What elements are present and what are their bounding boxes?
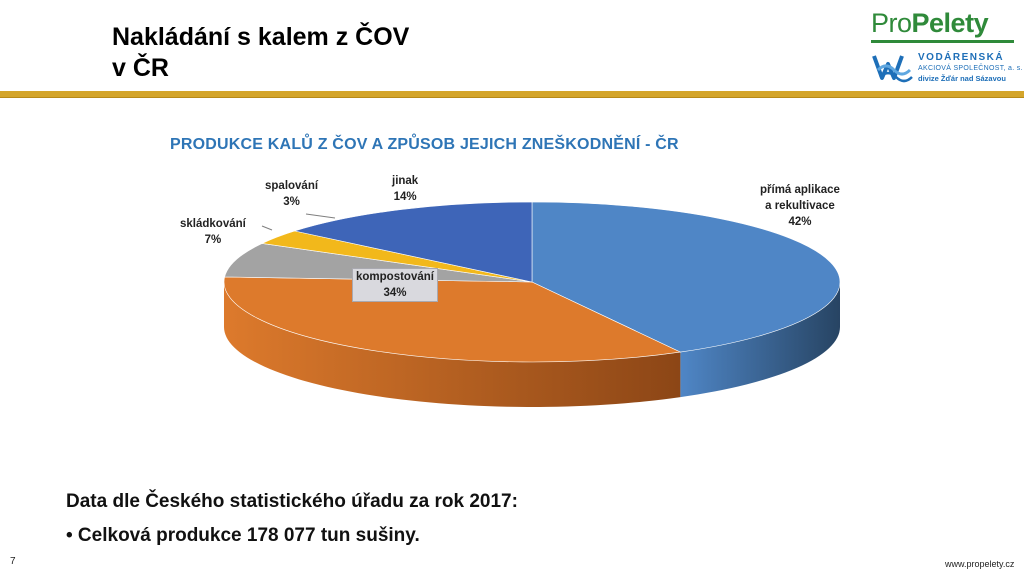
vodarenska-wave-icon: [872, 55, 913, 83]
vodarenska-logo: VODÁRENSKÁ AKCIOVÁ SPOLEČNOST, a. s. div…: [872, 50, 1023, 86]
slice-label-1: kompostování 34%: [352, 268, 438, 302]
vodarenska-name: VODÁRENSKÁ: [918, 52, 1005, 63]
slice-label-name: spalování: [265, 180, 319, 192]
propelety-logo-underline: [871, 40, 1014, 43]
leader-line-2: [261, 225, 273, 231]
page-number: 7: [10, 556, 16, 567]
slice-label-name: jinak: [392, 175, 419, 187]
slide-title-line-1: Nakládání s kalem z ČOV: [112, 23, 410, 51]
header-divider: [0, 91, 1024, 98]
source-note: Data dle Českého statistického úřadu za …: [66, 491, 518, 512]
footer-url: www.propelety.cz: [945, 559, 1015, 569]
slice-label-percent: 3%: [283, 196, 300, 208]
leader-line-3: [305, 213, 336, 219]
chart-title: PRODUKCE KALŮ Z ČOV A ZPŮSOB JEJICH ZNEŠ…: [170, 136, 679, 153]
pie-slice-přímá-aplikace-a-rekultivace: [531, 201, 841, 353]
propelety-logo: ProPelety: [871, 8, 1014, 43]
slice-label-4: jinak 14%: [392, 173, 418, 205]
slice-label-2: skládkování 7%: [180, 216, 246, 248]
slice-label-name: a rekultivace: [765, 200, 835, 212]
slice-label-percent: 7%: [204, 234, 222, 246]
slice-label-percent: 34%: [383, 287, 407, 299]
slice-label-percent: 14%: [393, 191, 417, 203]
pie-side-0: [680, 282, 840, 398]
vodarenska-division: divize Žďár nad Sázavou: [918, 74, 1006, 83]
pie-slice-skládkování: [224, 243, 533, 283]
pie-slice-jinak: [293, 201, 533, 283]
slice-label-name: skládkování: [180, 218, 246, 230]
slice-label-percent: 42%: [788, 216, 812, 228]
pie-slice-kompostování: [223, 276, 682, 363]
pie-side-1: [224, 282, 681, 407]
slice-label-0: přímá aplikace a rekultivace 42%: [760, 182, 840, 230]
slice-label-name: kompostování: [356, 271, 434, 283]
vodarenska-company: AKCIOVÁ SPOLEČNOST, a. s.: [918, 65, 1023, 72]
propelety-logo-pro: Pro: [871, 8, 912, 38]
slice-label-3: spalování 3%: [265, 178, 318, 210]
propelety-logo-pelety: Pelety: [911, 8, 989, 38]
slide-title-line-2: v ČR: [112, 54, 169, 82]
slide-title: Nakládání s kalem z ČOV v ČR: [112, 22, 532, 84]
total-production-bullet: • Celková produkce 178 077 tun sušiny.: [66, 525, 420, 546]
slice-label-name: přímá aplikace: [760, 184, 840, 196]
